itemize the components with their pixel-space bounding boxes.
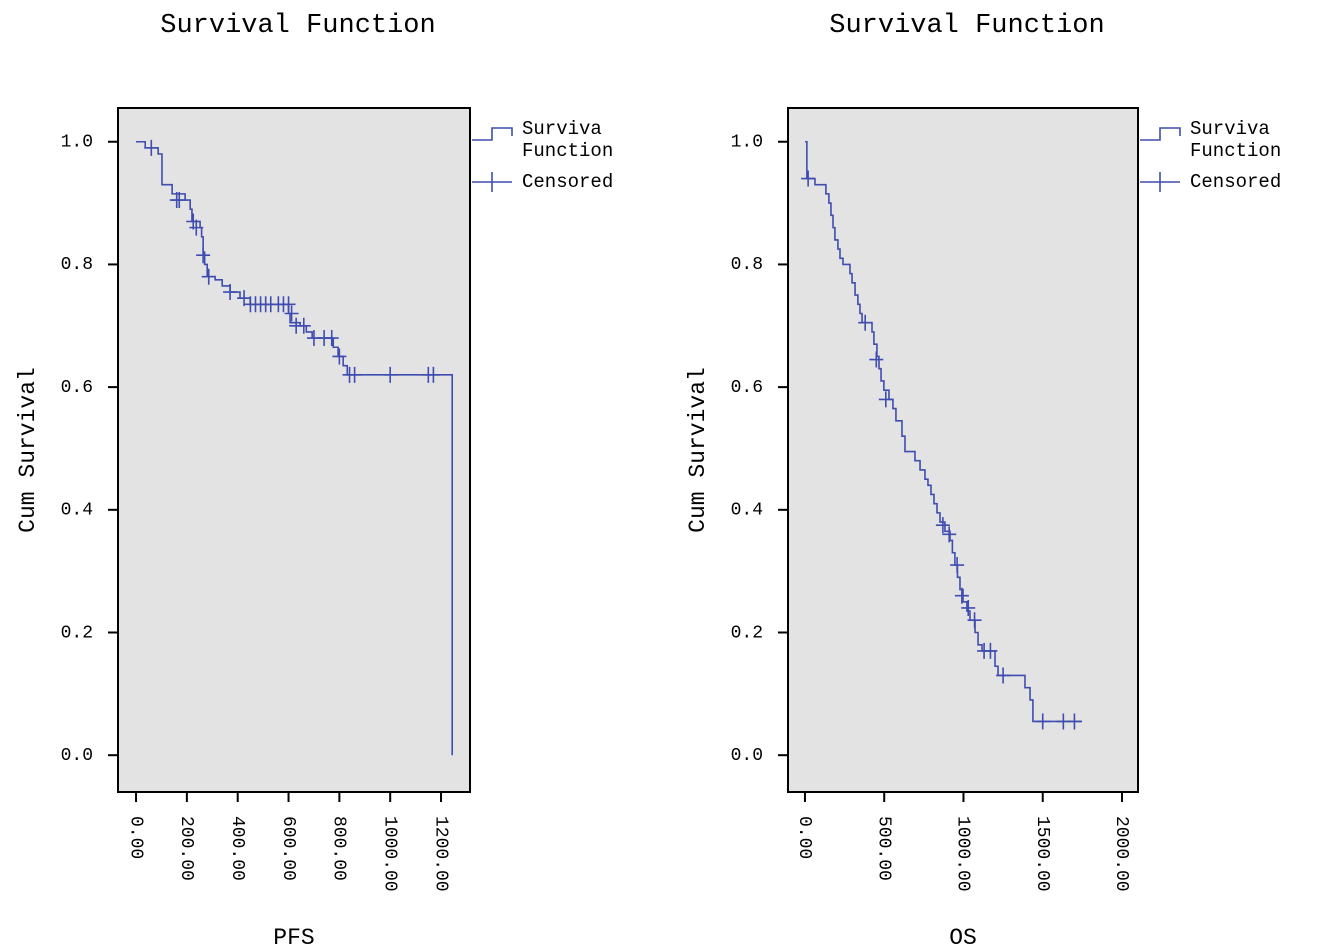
censored-mark [189,219,204,236]
censored-mark [324,330,339,347]
x-tick-label: 600.00 [278,816,298,881]
legend-label: Censored [1190,171,1282,193]
y-tick-label: 0.8 [61,255,93,275]
plot-area [117,107,471,793]
y-axis-label: Cum Survival [685,367,711,533]
censored-mark [858,314,873,331]
legend-swatch [1140,172,1180,192]
censored-mark [426,366,441,383]
y-tick-label: 0.8 [731,255,763,275]
legend-entry: Surviva Function [522,118,614,162]
y-tick-label: 1.0 [731,132,763,152]
x-tick-label: 1200.00 [430,816,450,892]
legend-label: Surviva Function [522,118,614,162]
x-tick-label: 500.00 [873,816,893,881]
legend-entry: Censored [522,171,614,193]
censored-mark [281,296,296,313]
y-tick-label: 0.0 [61,746,93,766]
x-tick-label: 0.00 [125,816,145,859]
censored-mark [950,557,965,574]
censored-mark [223,284,238,301]
censored-mark [296,317,311,334]
censored-mark [967,612,982,629]
chart-title: Survival Function [160,11,435,41]
censored-mark [1067,713,1082,730]
x-tick-label: 200.00 [176,816,196,881]
censored-mark [172,192,187,209]
censored-mark [347,366,362,383]
legend-label: Censored [522,171,614,193]
y-tick-label: 0.0 [731,746,763,766]
x-tick-label: 2000.00 [1111,816,1131,892]
legend-swatch [472,127,513,141]
censored-mark [237,290,252,307]
y-tick-label: 0.2 [61,623,93,643]
y-tick-label: 0.2 [731,623,763,643]
legend-label: Surviva Function [1190,118,1282,162]
chart-title: Survival Function [829,11,1104,41]
legend-swatch [472,172,512,192]
censored-mark [1035,713,1050,730]
plot-area [787,107,1139,793]
x-tick-label: 800.00 [329,816,349,881]
censored-mark [935,517,950,534]
y-axis-label: Cum Survival [15,367,41,533]
censored-mark [878,391,893,408]
x-axis-label: PFS [273,925,314,951]
y-tick-label: 0.6 [61,378,93,398]
x-axis-label: OS [949,925,977,951]
censored-mark [983,642,998,659]
censored-mark [954,587,969,604]
y-tick-label: 0.4 [61,501,93,521]
censored-mark [201,268,216,285]
x-tick-label: 1500.00 [1032,816,1052,892]
legend-entry: Surviva Function [1190,118,1282,162]
censored-mark [284,305,299,322]
survival-curve [804,140,1083,723]
censored-mark [332,348,347,365]
censored-mark [996,667,1011,684]
censored-mark [186,213,201,230]
y-tick-label: 0.6 [731,378,763,398]
x-tick-label: 1000.00 [379,816,399,892]
censored-mark [801,170,816,187]
censored-mark [144,139,159,156]
censored-mark [869,351,884,368]
censored-mark [383,366,398,383]
y-tick-label: 0.4 [731,501,763,521]
censored-mark [942,526,957,543]
x-tick-label: 1000.00 [953,816,973,892]
x-tick-label: 0.00 [794,816,814,859]
censored-mark [196,247,211,264]
legend-entry: Censored [1190,171,1282,193]
y-tick-label: 1.0 [61,132,93,152]
legend-swatch [1140,127,1181,141]
censored-mark [961,599,976,616]
x-tick-label: 400.00 [227,816,247,881]
